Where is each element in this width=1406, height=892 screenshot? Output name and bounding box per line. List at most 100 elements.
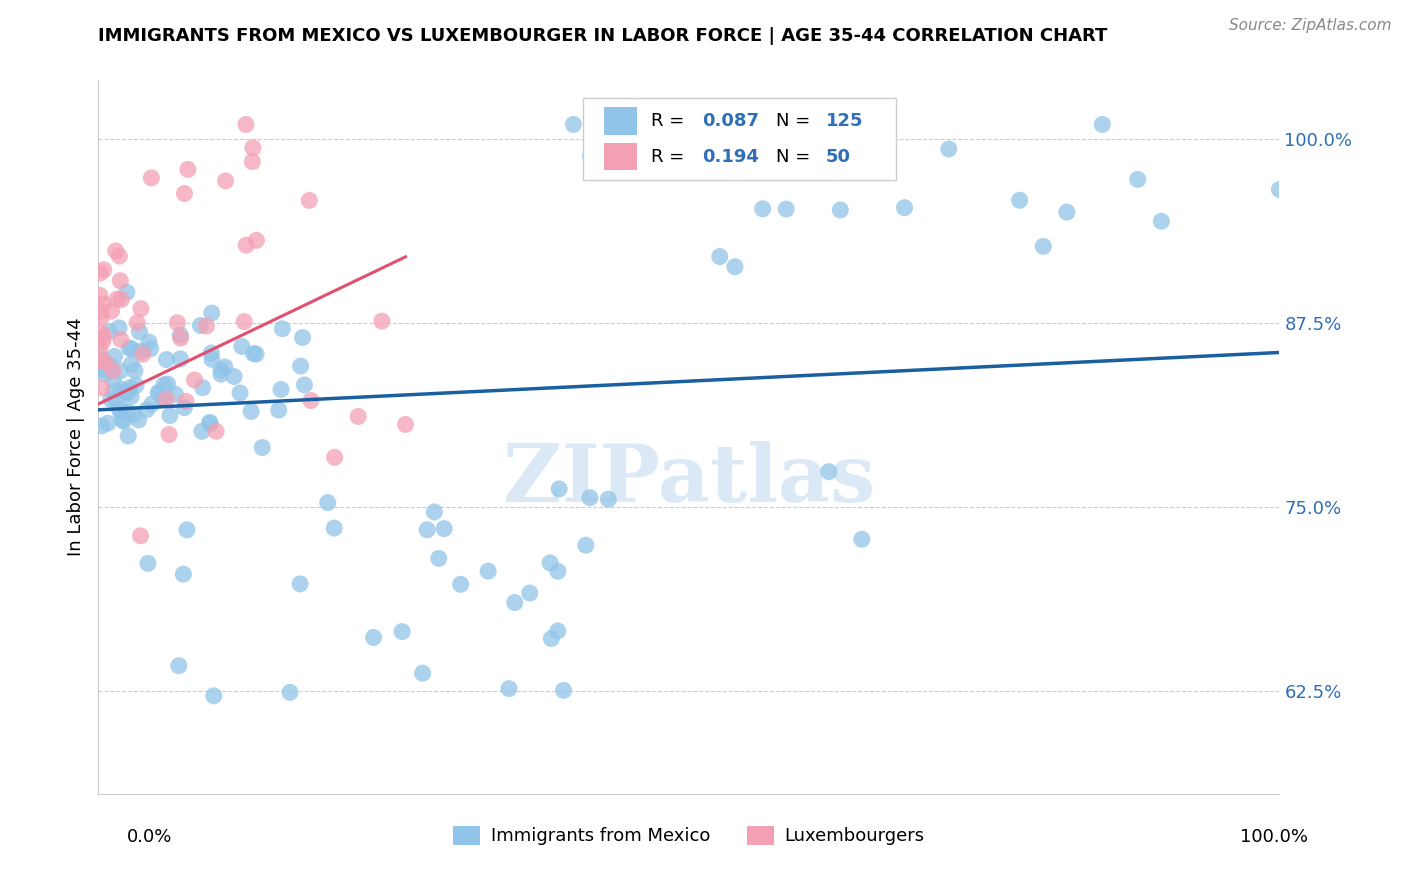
Point (91, 362, 114, 376)
Point (222, 369, 245, 384)
Point (169, 331, 191, 345)
Point (110, 401, 132, 416)
Point (111, 412, 134, 426)
Point (229, 386, 252, 401)
Point (110, 293, 132, 307)
Point (90, 419, 112, 434)
Point (103, 373, 125, 387)
Point (108, 404, 131, 418)
Point (235, 117, 257, 131)
Point (156, 377, 179, 392)
Point (292, 378, 315, 392)
Text: ZIPatlas: ZIPatlas (503, 441, 875, 519)
Point (547, 624, 569, 638)
Point (115, 405, 138, 419)
Point (548, 482, 571, 496)
Point (271, 322, 294, 336)
Point (252, 441, 274, 455)
Point (498, 681, 520, 696)
Point (93, 297, 115, 311)
Point (200, 417, 222, 431)
Point (169, 351, 191, 366)
Point (100, 392, 122, 407)
Point (157, 427, 180, 442)
Point (209, 363, 232, 377)
Point (108, 249, 131, 263)
Bar (605, 143, 637, 170)
Point (114, 384, 136, 399)
Point (242, 141, 264, 155)
Point (90, 381, 112, 395)
Point (172, 567, 194, 582)
Point (751, 202, 773, 216)
Point (165, 387, 187, 401)
Point (110, 364, 132, 378)
Point (201, 352, 224, 367)
Point (201, 306, 224, 320)
Text: 0.194: 0.194 (702, 148, 759, 166)
Point (117, 429, 139, 443)
Point (103, 350, 125, 364)
Point (105, 393, 128, 408)
Point (173, 186, 195, 201)
Point (115, 285, 138, 300)
Point (1032, 239, 1054, 253)
Point (191, 425, 214, 439)
Point (118, 341, 141, 355)
Point (87, 331, 110, 345)
Point (124, 364, 146, 378)
Point (167, 658, 190, 673)
Point (214, 359, 236, 374)
Text: 50: 50 (825, 148, 851, 166)
Point (190, 318, 212, 333)
Point (136, 557, 159, 571)
Point (605, 120, 627, 134)
Y-axis label: In Labor Force | Age 35-44: In Labor Force | Age 35-44 (66, 318, 84, 557)
Point (141, 397, 163, 411)
Point (103, 384, 125, 399)
Point (709, 250, 731, 264)
Point (278, 685, 301, 699)
Point (101, 363, 124, 377)
Point (775, 202, 797, 216)
Point (1056, 205, 1078, 219)
Point (233, 315, 256, 329)
Point (579, 491, 602, 505)
Point (562, 117, 585, 131)
Point (135, 402, 157, 417)
Legend: Immigrants from Mexico, Luxembourgers: Immigrants from Mexico, Luxembourgers (446, 819, 932, 853)
Point (538, 556, 561, 570)
Point (427, 551, 450, 566)
Point (270, 383, 292, 397)
Point (450, 577, 472, 591)
Point (347, 409, 370, 424)
Point (198, 415, 221, 429)
Point (214, 174, 236, 188)
Point (110, 274, 132, 288)
Point (129, 301, 152, 316)
Point (91, 326, 114, 341)
Point (183, 373, 205, 387)
Point (553, 683, 575, 698)
Point (90, 354, 112, 368)
Point (139, 342, 162, 356)
Point (94, 355, 117, 369)
Point (416, 523, 439, 537)
Point (412, 666, 434, 681)
Point (288, 577, 311, 591)
Point (94, 367, 117, 381)
Point (371, 314, 394, 328)
Point (89, 266, 111, 280)
Point (205, 425, 228, 439)
Point (91, 352, 114, 367)
Point (177, 162, 200, 177)
Point (209, 367, 232, 381)
Point (159, 409, 181, 423)
Point (547, 564, 569, 578)
Point (121, 342, 143, 356)
Text: Source: ZipAtlas.com: Source: ZipAtlas.com (1229, 18, 1392, 33)
Point (127, 316, 149, 330)
Point (174, 394, 197, 409)
Point (231, 339, 253, 353)
Point (138, 334, 160, 349)
